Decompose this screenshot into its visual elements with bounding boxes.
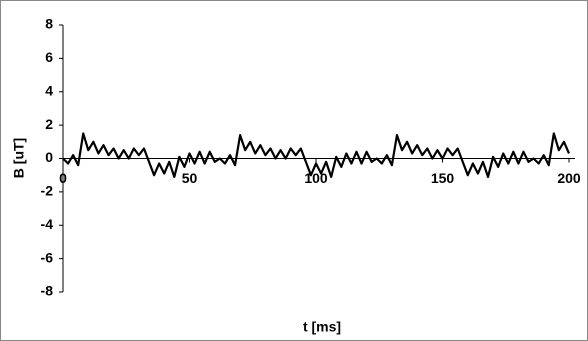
y-tick-label: -2 <box>41 183 54 199</box>
x-tick-label: 50 <box>182 170 198 186</box>
data-line <box>62 132 571 178</box>
x-tick-label: 0 <box>59 170 67 186</box>
y-tick-label: 6 <box>45 49 53 65</box>
y-tick-label: -8 <box>41 283 54 299</box>
y-tick-label: 0 <box>45 149 53 165</box>
x-tick-label: 150 <box>431 170 455 186</box>
x-axis-label: t [ms] <box>303 319 341 335</box>
x-tick-label: 200 <box>557 170 581 186</box>
x-tick-label: 100 <box>304 170 328 186</box>
y-tick-label: -4 <box>41 216 54 232</box>
y-tick-label: 2 <box>45 116 53 132</box>
y-tick-label: -6 <box>41 249 54 265</box>
y-axis-label: B [uT] <box>11 138 27 178</box>
y-tick-label: 4 <box>45 82 53 98</box>
y-tick-label: 8 <box>45 16 53 32</box>
